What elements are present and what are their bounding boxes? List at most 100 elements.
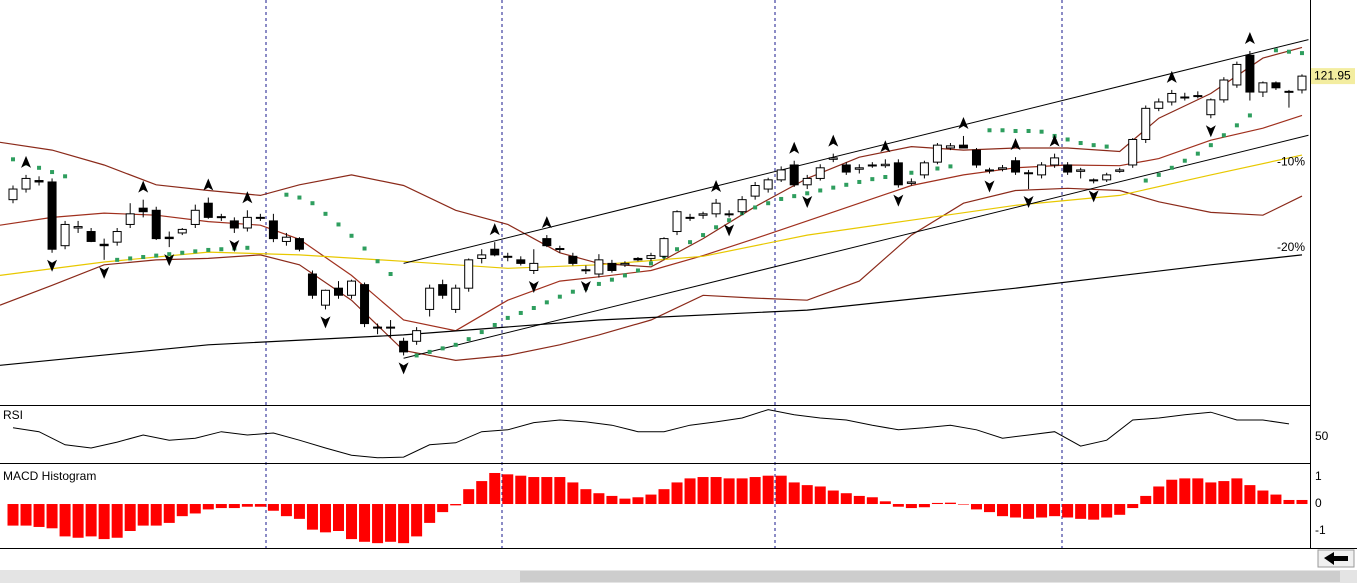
- candle-body: [776, 169, 786, 181]
- fractal-down: [229, 239, 240, 252]
- marks-layer: [0, 31, 1309, 544]
- macd-bar: [853, 495, 865, 505]
- sar-dot: [141, 255, 146, 260]
- macd-bar: [840, 493, 852, 505]
- candle-body: [307, 273, 317, 296]
- candle-body: [1063, 164, 1073, 173]
- sar-dot: [792, 194, 797, 199]
- candle-body: [503, 255, 513, 258]
- candle-body: [268, 220, 278, 240]
- macd-bar: [359, 504, 371, 542]
- candle-body: [789, 164, 799, 186]
- sar-dot: [1247, 113, 1252, 118]
- rsi-line: [12, 409, 1290, 459]
- candle-body: [164, 236, 174, 240]
- candle-body: [672, 211, 682, 233]
- macd-bar: [879, 501, 891, 505]
- sar-dot: [596, 281, 601, 286]
- macd-bar: [541, 477, 553, 505]
- fractal-up: [828, 134, 839, 147]
- macd-bar: [827, 490, 839, 505]
- macd-bar: [1218, 481, 1230, 505]
- candle-body: [464, 259, 474, 289]
- sar-dot: [219, 247, 224, 252]
- macd-bar: [163, 504, 175, 523]
- indicator-line: [0, 187, 1303, 362]
- candle-body: [1037, 164, 1047, 176]
- macd-bar: [671, 482, 683, 505]
- sar-dot: [857, 179, 862, 184]
- candle-body: [177, 228, 187, 234]
- sar-dot: [1000, 128, 1005, 133]
- macd-bar: [1140, 495, 1152, 505]
- candle-body: [242, 216, 252, 229]
- macd-bar: [892, 504, 904, 507]
- sar-dot: [505, 315, 510, 320]
- pane-borders: [0, 0, 1357, 549]
- macd-bar: [7, 504, 19, 526]
- candle-body: [125, 213, 135, 225]
- sar-dot: [375, 259, 380, 264]
- fractal-up: [1244, 31, 1255, 44]
- macd-bar: [567, 482, 579, 505]
- sar-dot: [818, 188, 823, 193]
- macd-bar: [1010, 504, 1022, 518]
- sar-dot: [1273, 48, 1278, 53]
- macd-bar: [1296, 499, 1308, 505]
- sar-dot: [11, 157, 15, 162]
- sar-dot: [1078, 141, 1083, 146]
- fractal-up: [880, 140, 891, 153]
- sar-dot: [1026, 128, 1031, 133]
- fractal-up: [1010, 138, 1021, 151]
- candle-body: [763, 179, 773, 190]
- sar-dot: [1234, 123, 1239, 128]
- candle-body: [99, 243, 109, 247]
- candle-body: [698, 213, 708, 216]
- macd-bar: [1088, 504, 1100, 520]
- fractal-up: [1166, 70, 1177, 83]
- candle-body: [138, 207, 148, 213]
- sar-dot: [193, 249, 198, 254]
- macd-bar: [528, 477, 540, 505]
- fractal-down: [1023, 196, 1034, 209]
- macd-tick-label: -1: [1315, 523, 1326, 537]
- candle-body: [1258, 82, 1268, 93]
- macd-bar: [866, 497, 878, 505]
- sar-dot: [727, 218, 732, 223]
- sar-dot: [440, 346, 445, 351]
- fractal-down: [164, 254, 175, 267]
- candle-body: [399, 340, 409, 353]
- candle-body: [880, 163, 890, 167]
- macd-bar: [1023, 504, 1035, 519]
- sar-dot: [609, 277, 614, 282]
- sar-dot: [310, 201, 315, 206]
- scrollbar-thumb[interactable]: [520, 571, 1340, 582]
- candle-body: [451, 287, 461, 310]
- sar-dot: [466, 337, 471, 342]
- fractal-down: [1205, 125, 1216, 138]
- sar-dot: [766, 201, 771, 206]
- candle-body: [854, 167, 864, 170]
- candle-body: [360, 284, 370, 325]
- macd-bar: [124, 504, 136, 531]
- candle-body: [34, 180, 44, 183]
- candle-body: [203, 202, 213, 218]
- macd-bar: [788, 482, 800, 505]
- candle-body: [255, 216, 265, 219]
- sar-dot: [531, 305, 536, 310]
- sar-dot: [714, 225, 719, 230]
- candle-body: [1297, 75, 1307, 91]
- sar-dot: [753, 205, 758, 210]
- macd-bar: [1192, 478, 1204, 505]
- fractal-down: [398, 362, 409, 375]
- fractal-up: [21, 155, 32, 168]
- sar-dot: [805, 191, 810, 196]
- candle-body: [373, 326, 383, 329]
- sar-dot: [128, 256, 133, 261]
- macd-bar: [997, 504, 1009, 517]
- macd-bar: [970, 504, 982, 510]
- sar-dot: [388, 272, 393, 277]
- fractal-up: [203, 178, 214, 191]
- sar-dot: [675, 247, 680, 252]
